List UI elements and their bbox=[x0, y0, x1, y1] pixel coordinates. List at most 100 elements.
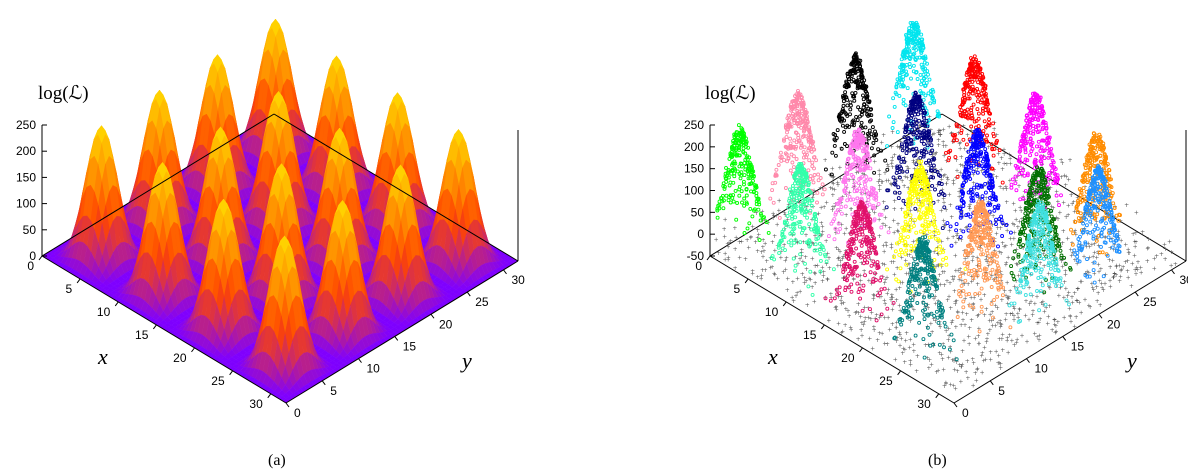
background-point: + bbox=[1124, 202, 1129, 209]
background-point: + bbox=[952, 288, 957, 295]
y-tick bbox=[466, 291, 471, 297]
background-point: + bbox=[1015, 336, 1020, 343]
caption-a: (a) bbox=[268, 452, 286, 469]
y-tick-label: 25 bbox=[475, 295, 489, 309]
background-point: + bbox=[1063, 272, 1068, 279]
background-point: + bbox=[826, 317, 831, 324]
x-tick bbox=[152, 324, 157, 330]
background-point: + bbox=[875, 337, 880, 344]
background-point: + bbox=[872, 159, 877, 166]
y-tick bbox=[503, 269, 507, 275]
z-tick-label: 150 bbox=[16, 170, 36, 184]
background-point: + bbox=[1088, 304, 1093, 311]
x-tick-label: 30 bbox=[249, 397, 263, 411]
panel-a-surface-plot: 050100150200250051015202530051015202530 … bbox=[16, 18, 526, 469]
x-tick bbox=[38, 255, 43, 261]
surface-mesh bbox=[41, 18, 519, 404]
background-point: + bbox=[836, 321, 841, 328]
x-tick-label: 5 bbox=[65, 282, 72, 296]
background-point: + bbox=[947, 192, 952, 199]
background-point: + bbox=[1003, 317, 1008, 324]
background-point: + bbox=[1012, 222, 1017, 229]
background-point: + bbox=[803, 232, 808, 239]
background-point: + bbox=[976, 333, 981, 340]
background-point: + bbox=[785, 276, 790, 283]
background-point: + bbox=[836, 254, 841, 261]
background-point: + bbox=[755, 227, 760, 234]
background-point: + bbox=[1006, 350, 1011, 357]
background-point: + bbox=[1107, 257, 1112, 264]
x-tick-label: 25 bbox=[211, 374, 225, 388]
background-point: + bbox=[945, 236, 950, 243]
background-point: + bbox=[856, 336, 861, 343]
background-point: + bbox=[908, 336, 913, 343]
background-point: + bbox=[1004, 186, 1009, 193]
background-point: + bbox=[812, 299, 817, 306]
z-tick-label: 50 bbox=[23, 223, 37, 237]
background-point: + bbox=[1140, 229, 1145, 236]
background-point: + bbox=[1062, 315, 1067, 322]
background-point: + bbox=[804, 266, 809, 273]
background-point: + bbox=[980, 370, 985, 377]
background-point: + bbox=[776, 208, 781, 215]
z-tick-label: 200 bbox=[16, 144, 36, 158]
y-tick bbox=[430, 313, 435, 319]
background-point: + bbox=[903, 338, 908, 345]
y-tick-label: 5 bbox=[330, 384, 337, 398]
y-tick-label: 20 bbox=[439, 317, 453, 331]
y-tick-label: 0 bbox=[294, 406, 301, 420]
background-point: + bbox=[1018, 205, 1023, 212]
background-point: + bbox=[1123, 242, 1128, 249]
background-point: + bbox=[978, 297, 983, 304]
y-tick bbox=[321, 380, 326, 386]
background-point: + bbox=[998, 184, 1003, 191]
background-point: + bbox=[964, 311, 969, 318]
x-tick-label: 20 bbox=[173, 351, 187, 365]
background-point: + bbox=[969, 317, 974, 324]
background-point: + bbox=[960, 317, 965, 324]
background-point: + bbox=[743, 256, 748, 263]
background-point: + bbox=[975, 281, 980, 288]
y-tick bbox=[394, 336, 399, 341]
background-point: + bbox=[856, 301, 861, 308]
background-point: + bbox=[974, 378, 979, 385]
background-point: + bbox=[979, 168, 984, 175]
background-point: + bbox=[763, 240, 768, 247]
background-point: + bbox=[1145, 258, 1150, 265]
background-point: + bbox=[723, 217, 728, 224]
background-point: + bbox=[1095, 298, 1100, 305]
background-point: + bbox=[893, 357, 898, 364]
background-point: + bbox=[892, 206, 897, 213]
y-axis-label: y bbox=[460, 348, 472, 373]
background-point: + bbox=[880, 330, 885, 337]
background-point: + bbox=[889, 143, 894, 150]
x-tick-label: 10 bbox=[97, 305, 111, 319]
background-point: + bbox=[883, 277, 888, 284]
background-point: + bbox=[722, 226, 727, 233]
y-tick-label: 30 bbox=[512, 273, 526, 287]
x-tick bbox=[229, 370, 234, 376]
z-axis-label: log(ℒ) bbox=[38, 83, 89, 104]
background-point: + bbox=[1057, 210, 1062, 217]
background-point: + bbox=[1152, 255, 1157, 262]
y-tick-label: 15 bbox=[403, 339, 417, 353]
background-point: + bbox=[867, 336, 872, 343]
background-point: + bbox=[859, 260, 864, 267]
background-point: + bbox=[892, 198, 897, 205]
background-point: + bbox=[1162, 241, 1167, 248]
y-tick bbox=[358, 358, 362, 363]
background-point: + bbox=[784, 255, 789, 262]
background-point: + bbox=[737, 255, 742, 262]
background-point: + bbox=[948, 348, 953, 355]
background-point: + bbox=[1001, 147, 1006, 154]
background-point: + bbox=[848, 324, 853, 331]
background-point: + bbox=[840, 328, 845, 335]
background-point: + bbox=[881, 132, 886, 139]
background-point: + bbox=[881, 199, 886, 206]
background-point: + bbox=[863, 315, 868, 322]
background-point: + bbox=[1007, 151, 1012, 158]
background-point: + bbox=[1013, 207, 1018, 214]
background-point: + bbox=[778, 255, 783, 262]
y-tick-label: 10 bbox=[367, 362, 381, 376]
